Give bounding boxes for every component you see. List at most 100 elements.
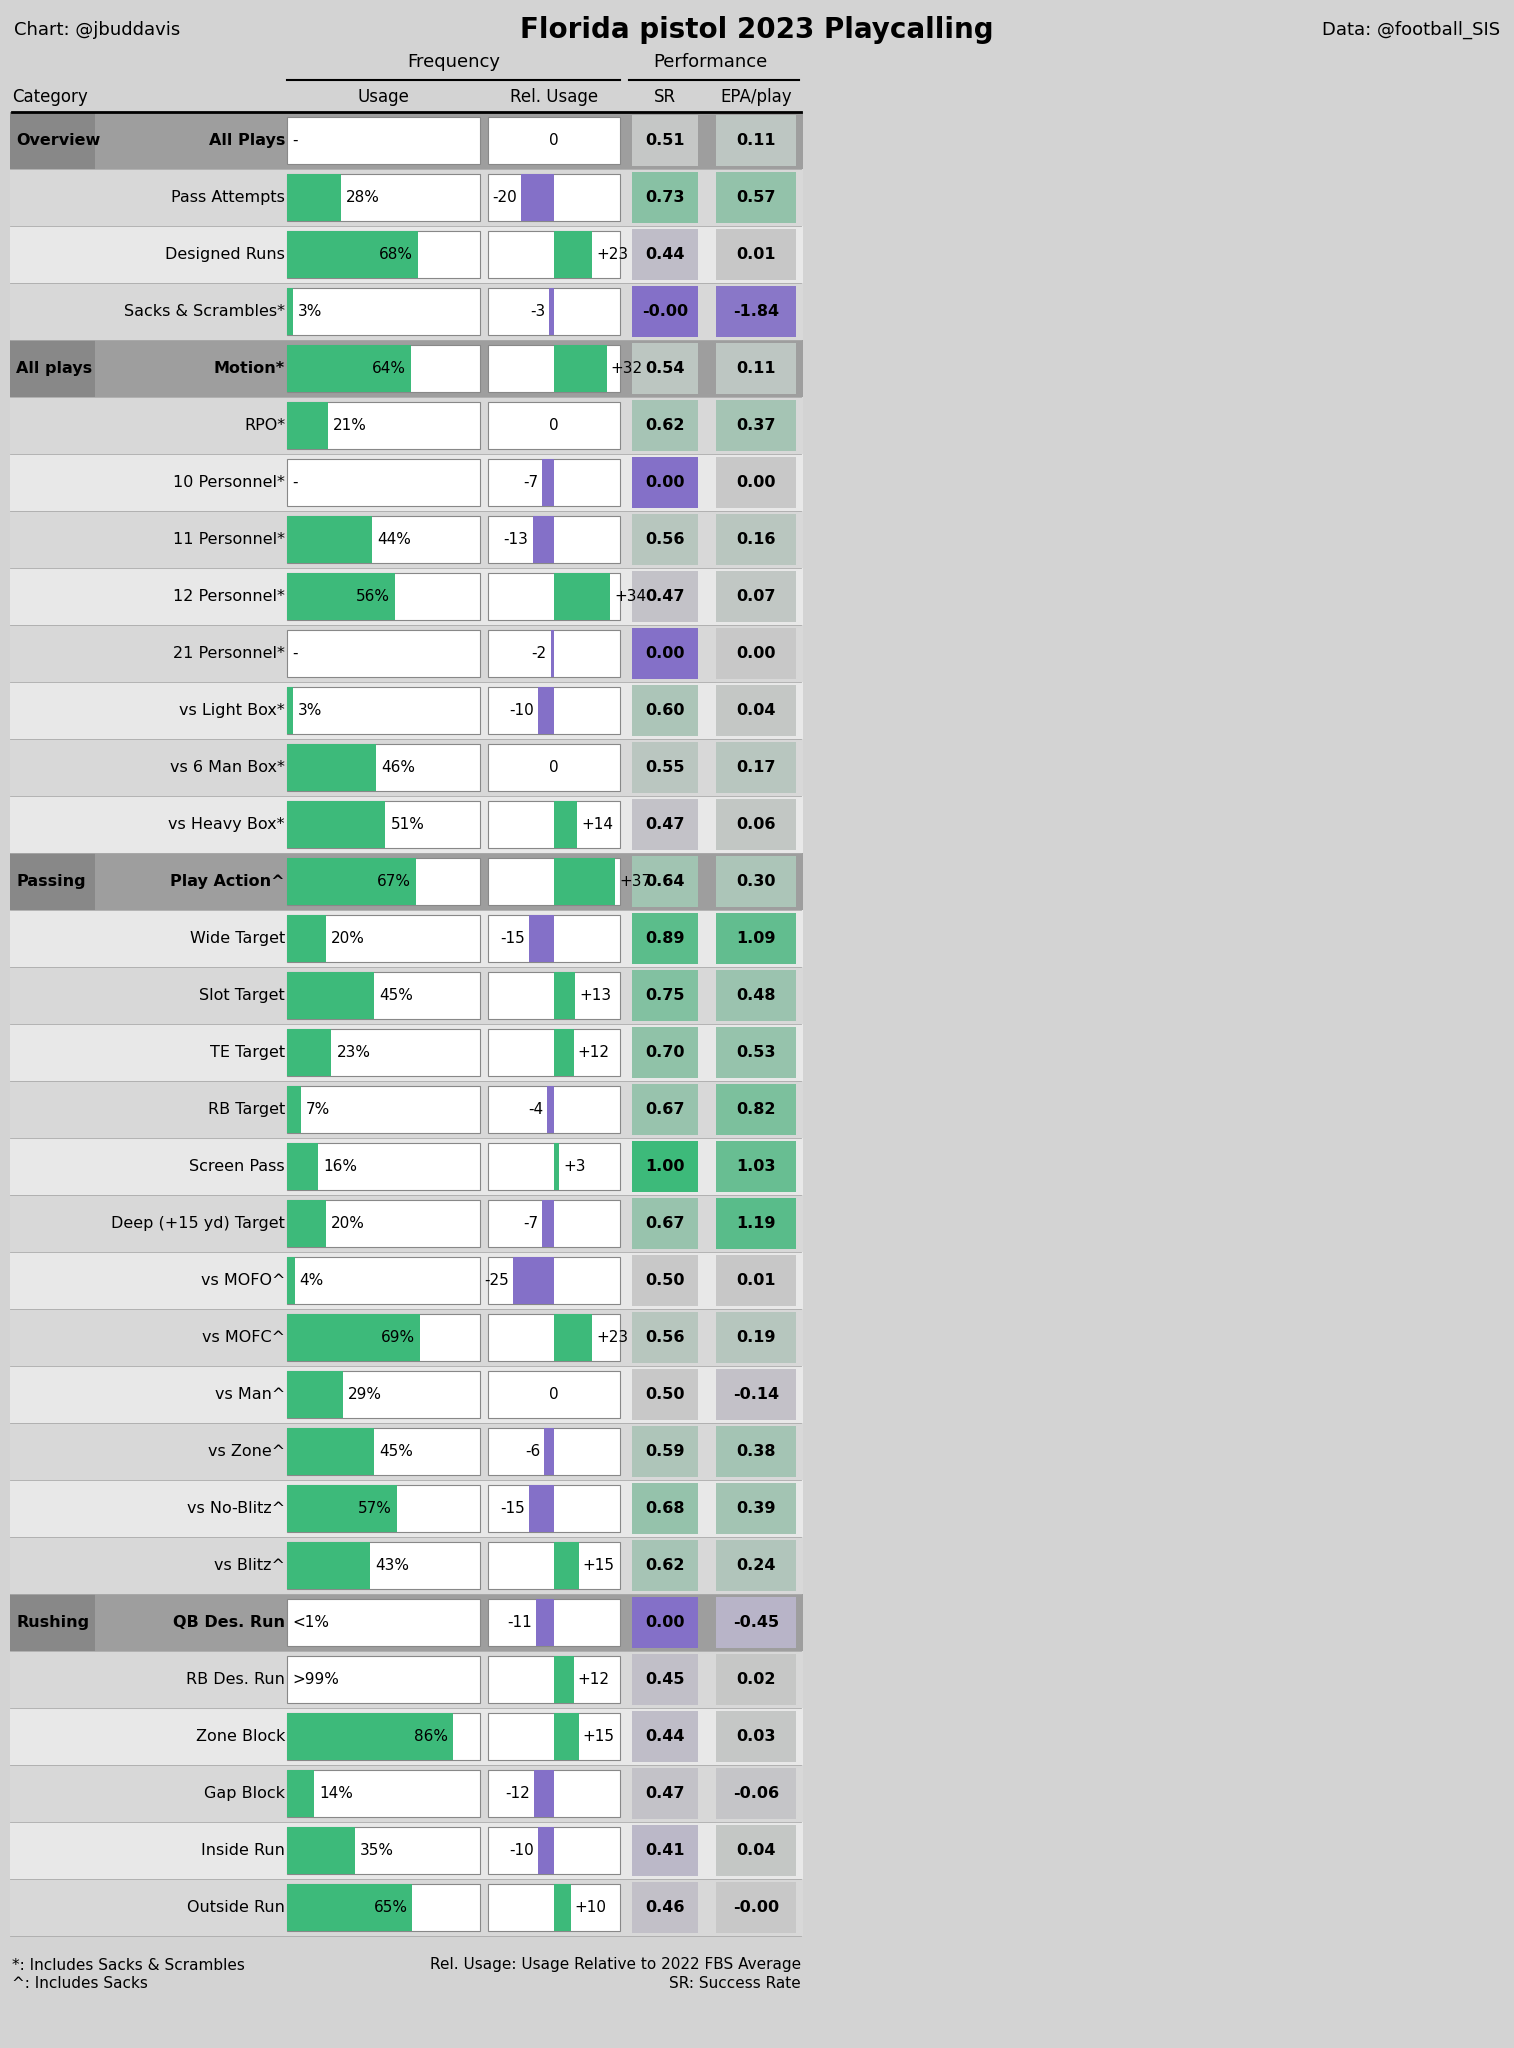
- Text: 11 Personnel*: 11 Personnel*: [173, 532, 285, 547]
- Text: 0.04: 0.04: [736, 702, 775, 719]
- Text: +12: +12: [578, 1671, 610, 1688]
- Bar: [488, 1370, 621, 1417]
- Text: -: -: [292, 645, 297, 662]
- Bar: [288, 801, 386, 848]
- Text: -13: -13: [504, 532, 528, 547]
- Bar: [551, 631, 554, 678]
- Text: 0.00: 0.00: [645, 1616, 684, 1630]
- Bar: [488, 1769, 621, 1817]
- Bar: [488, 1599, 621, 1647]
- Text: Rushing: Rushing: [17, 1616, 89, 1630]
- Text: -7: -7: [524, 1217, 539, 1231]
- Bar: [11, 1024, 802, 1081]
- Text: 0.02: 0.02: [736, 1671, 775, 1688]
- Text: Usage: Usage: [357, 88, 409, 106]
- Bar: [11, 113, 95, 170]
- Bar: [716, 629, 796, 680]
- Bar: [488, 1315, 621, 1362]
- Text: 0.30: 0.30: [736, 874, 775, 889]
- Bar: [288, 1712, 480, 1759]
- Bar: [488, 1485, 621, 1532]
- Text: 68%: 68%: [378, 248, 413, 262]
- Text: 0.55: 0.55: [645, 760, 684, 774]
- Bar: [288, 1370, 480, 1417]
- Bar: [548, 1085, 554, 1133]
- Bar: [488, 573, 621, 621]
- Text: Overview: Overview: [17, 133, 100, 147]
- Text: +15: +15: [583, 1559, 615, 1573]
- Text: 0.47: 0.47: [645, 590, 684, 604]
- Bar: [488, 1542, 621, 1589]
- Bar: [554, 858, 615, 905]
- Text: 67%: 67%: [377, 874, 412, 889]
- Text: 0: 0: [550, 760, 559, 774]
- Bar: [288, 1315, 480, 1362]
- Text: SR: Success Rate: SR: Success Rate: [669, 1976, 801, 1991]
- Text: Performance: Performance: [654, 53, 768, 72]
- Bar: [542, 1200, 554, 1247]
- Bar: [554, 1143, 559, 1190]
- Bar: [488, 743, 621, 791]
- Bar: [11, 567, 802, 625]
- Text: 0.38: 0.38: [736, 1444, 775, 1458]
- Bar: [631, 399, 698, 451]
- Bar: [11, 1878, 802, 1935]
- Text: Category: Category: [12, 88, 88, 106]
- Text: -0.14: -0.14: [733, 1386, 780, 1403]
- Text: 0.16: 0.16: [736, 532, 775, 547]
- Bar: [631, 913, 698, 965]
- Bar: [554, 1542, 578, 1589]
- Bar: [288, 289, 292, 336]
- Text: +32: +32: [610, 360, 643, 377]
- Bar: [288, 573, 480, 621]
- Bar: [288, 1370, 344, 1417]
- Text: 28%: 28%: [347, 190, 380, 205]
- Bar: [11, 1309, 802, 1366]
- Text: 0: 0: [550, 133, 559, 147]
- Text: +34: +34: [615, 590, 646, 604]
- Text: vs MOFC^: vs MOFC^: [201, 1329, 285, 1346]
- Bar: [11, 340, 95, 397]
- Text: 45%: 45%: [378, 987, 413, 1004]
- Text: 3%: 3%: [298, 702, 322, 719]
- Bar: [288, 801, 480, 848]
- Bar: [631, 741, 698, 793]
- Text: 46%: 46%: [382, 760, 415, 774]
- Text: 7%: 7%: [306, 1102, 330, 1116]
- Text: +12: +12: [578, 1044, 610, 1061]
- Bar: [631, 1882, 698, 1933]
- Text: +15: +15: [583, 1729, 615, 1745]
- Bar: [631, 457, 698, 508]
- Bar: [716, 115, 796, 166]
- Bar: [11, 1194, 802, 1251]
- Text: -12: -12: [506, 1786, 530, 1800]
- Text: RB Des. Run: RB Des. Run: [186, 1671, 285, 1688]
- Text: 0.60: 0.60: [645, 702, 684, 719]
- Text: SR: SR: [654, 88, 677, 106]
- Bar: [536, 1599, 554, 1647]
- Bar: [631, 172, 698, 223]
- Text: 0.51: 0.51: [645, 133, 684, 147]
- Bar: [534, 1769, 554, 1817]
- Bar: [288, 1085, 300, 1133]
- Text: Data: @football_SIS: Data: @football_SIS: [1322, 20, 1500, 39]
- Bar: [288, 686, 292, 733]
- Bar: [11, 854, 95, 909]
- Text: QB Des. Run: QB Des. Run: [173, 1616, 285, 1630]
- Text: -10: -10: [509, 702, 533, 719]
- Text: 10 Personnel*: 10 Personnel*: [173, 475, 285, 489]
- Text: -20: -20: [492, 190, 516, 205]
- Bar: [631, 1313, 698, 1364]
- Bar: [288, 573, 395, 621]
- Bar: [288, 631, 480, 678]
- Bar: [288, 1485, 397, 1532]
- Text: EPA/play: EPA/play: [721, 88, 792, 106]
- Text: -0.00: -0.00: [733, 1901, 780, 1915]
- Text: Passing: Passing: [17, 874, 86, 889]
- Bar: [631, 229, 698, 281]
- Bar: [716, 342, 796, 393]
- Text: vs Blitz^: vs Blitz^: [213, 1559, 285, 1573]
- Bar: [631, 1425, 698, 1477]
- Bar: [488, 973, 621, 1020]
- Text: 0.67: 0.67: [645, 1217, 684, 1231]
